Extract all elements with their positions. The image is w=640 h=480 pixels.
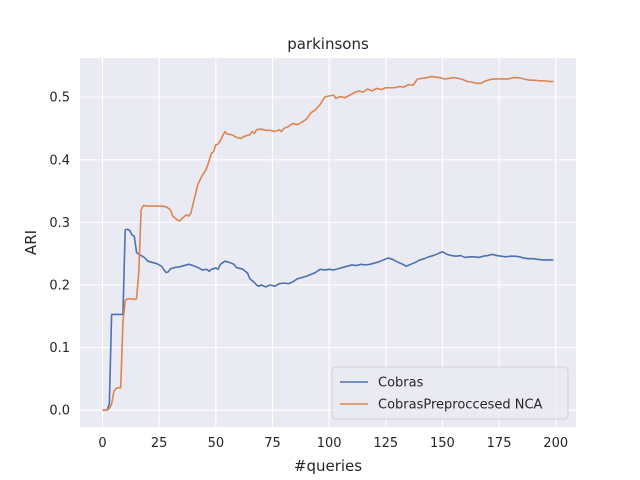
x-tick-label: 75 <box>264 436 281 451</box>
legend: Cobras CobrasPreproccesed NCA <box>331 366 569 420</box>
x-tick-label: 125 <box>373 436 398 451</box>
x-tick-label: 50 <box>208 436 225 451</box>
x-tick-labels: 0 25 50 75 100 125 150 175 200 <box>98 436 568 451</box>
y-axis-label: ARI <box>22 230 40 255</box>
y-tick-label: 0.2 <box>49 278 70 293</box>
series-group <box>102 75 554 412</box>
y-tick-label: 0.1 <box>49 341 70 356</box>
chart-title: parkinsons <box>287 35 369 53</box>
x-tick-label: 25 <box>151 436 168 451</box>
x-tick-label: 200 <box>543 436 568 451</box>
x-tick-label: 175 <box>487 436 512 451</box>
x-tick-label: 100 <box>317 436 342 451</box>
legend-frame <box>331 366 569 420</box>
y-tick-label: 0.3 <box>49 216 70 231</box>
grid <box>80 58 576 427</box>
y-tick-label: 0.5 <box>49 91 70 106</box>
legend-label: CobrasPreproccesed NCA <box>378 398 543 413</box>
legend-label: Cobras <box>378 376 424 391</box>
y-tick-labels: 0.0 0.1 0.2 0.3 0.4 0.5 <box>49 91 70 419</box>
x-axis-label: #queries <box>294 457 362 475</box>
plot-area <box>80 58 576 427</box>
x-tick-label: 0 <box>98 436 106 451</box>
x-tick-label: 150 <box>430 436 455 451</box>
series-line-cobras <box>102 228 554 412</box>
series-line-cobras-preproccesed-nca <box>102 75 554 412</box>
y-tick-label: 0.0 <box>49 404 70 419</box>
y-tick-label: 0.4 <box>49 153 70 168</box>
